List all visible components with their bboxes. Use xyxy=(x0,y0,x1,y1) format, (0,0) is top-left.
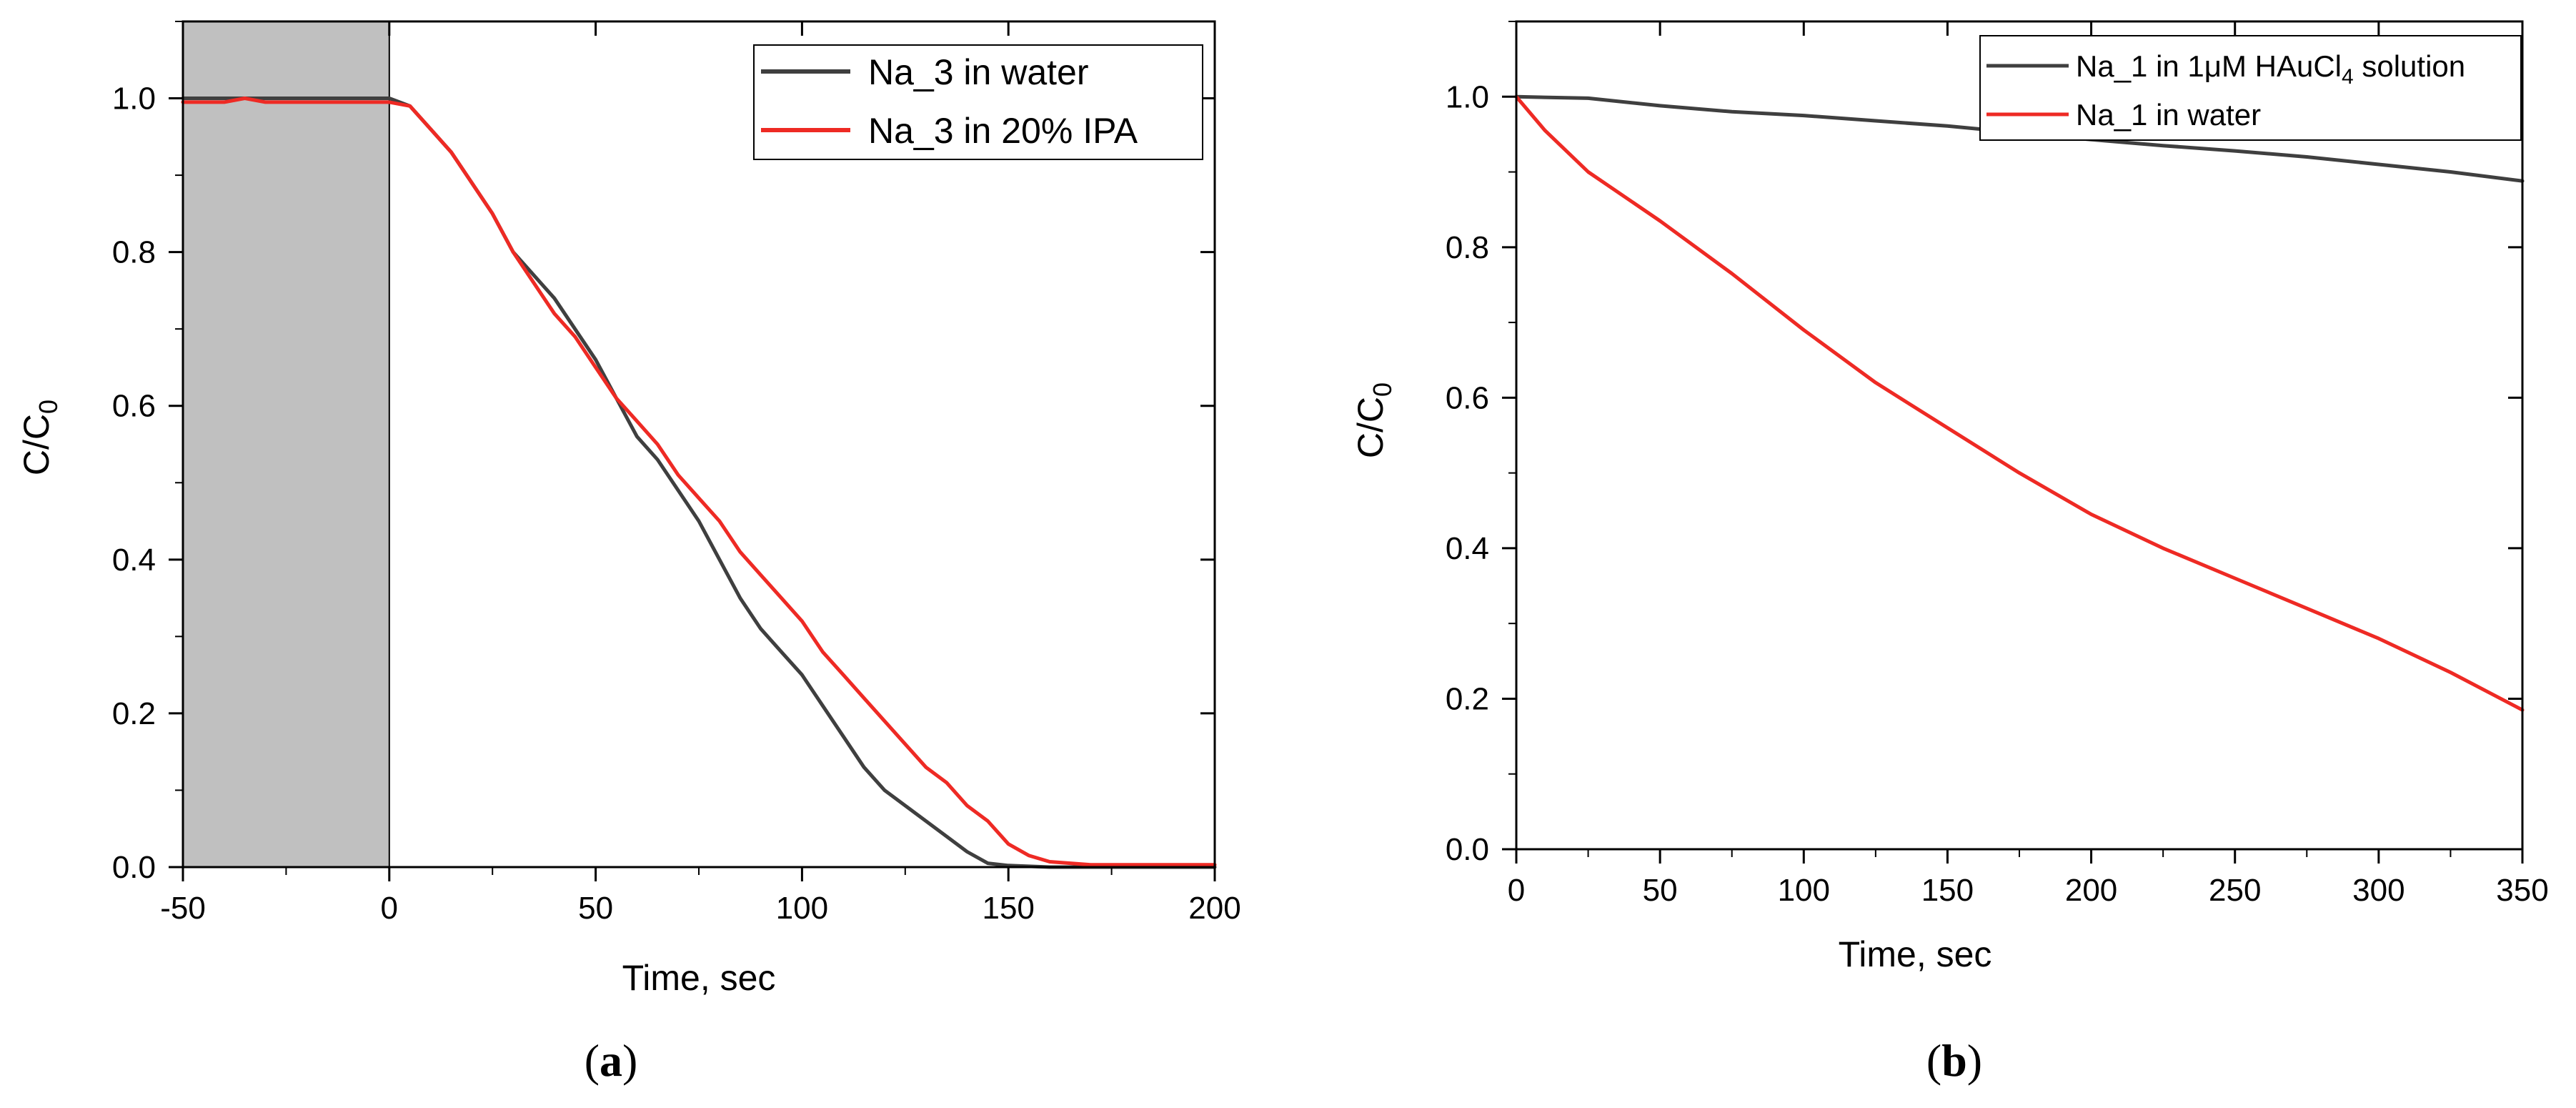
a-x-tick-label-2: 50 xyxy=(578,891,613,926)
b-x-tick-label-4: 200 xyxy=(2065,873,2117,908)
a-panel-label: (a) xyxy=(585,1035,638,1086)
a-y-tick-label-2: 0.4 xyxy=(112,543,156,578)
b-x-tick-label-0: 0 xyxy=(1508,873,1525,908)
b-x-tick-label-2: 100 xyxy=(1778,873,1830,908)
b-x-tick-label-1: 50 xyxy=(1643,873,1678,908)
a-ticks-group: -50 0 50 100 150 200 0.0 0.2 0.4 0.6 0.8 1.0 xyxy=(112,21,1241,926)
b-x-tick-label-6: 300 xyxy=(2352,873,2405,908)
a-legend-box xyxy=(753,44,1203,160)
b-y-tick-label-0: 0.0 xyxy=(1446,832,1489,867)
b-ticks-group: 0 50 100 150 200 250 300 350 0.0 0.2 0.4 0.6 0.8 1.0 xyxy=(1446,21,2549,908)
b-y-tick-label-1: 0.2 xyxy=(1446,681,1489,716)
panel-b: 0 50 100 150 200 250 300 3500.00.20.40.60.81.0 … xyxy=(1351,20,2549,1086)
b-y-tick-label-3: 0.6 xyxy=(1446,380,1489,415)
a-series-line-1 xyxy=(181,97,1217,867)
a-x-tick-label-3: 100 xyxy=(776,891,828,926)
a-y-tick-label-1: 0.2 xyxy=(112,696,156,731)
b-x-tick-label-3: 150 xyxy=(1921,873,1974,908)
a-y-tick-label-3: 0.6 xyxy=(112,389,156,424)
a-y-tick-label-4: 0.8 xyxy=(112,235,156,270)
b-y-axis-title: C/C0 xyxy=(1351,382,1397,458)
a-x-tick-label-4: 150 xyxy=(982,891,1034,926)
b-legend-box xyxy=(1979,35,2522,141)
b-x-tick-label-7: 350 xyxy=(2496,873,2548,908)
a-y-tick-label-0: 0.0 xyxy=(112,850,156,885)
b-series-line-1 xyxy=(1514,94,2525,712)
b-legend-label-water: Na_1 in water xyxy=(2076,98,2261,132)
a-y-tick-label-5: 1.0 xyxy=(112,81,156,117)
b-x-axis-title: Time, sec xyxy=(1839,934,1992,974)
a-x-tick-label-1: 0 xyxy=(381,891,398,926)
b-y-tick-label-2: 0.4 xyxy=(1446,531,1489,566)
b-x-tick-label-5: 250 xyxy=(2209,873,2261,908)
a-series-group xyxy=(181,97,1217,869)
a-y-axis-title: C/C0 xyxy=(16,400,63,475)
a-shaded-region xyxy=(183,21,389,867)
b-legend: Na_1 in 1μM HAuCl4 solution Na_1 in wate… xyxy=(1979,35,2522,141)
panel-a: -50 0 50 100 150 200 0.0 0.2 0.4 0.6 0.8 1.0 Na_3 i… xyxy=(16,20,1241,1086)
b-y-tick-label-5: 1.0 xyxy=(1446,79,1489,114)
b-panel-label: (b) xyxy=(1926,1035,1982,1086)
b-y-tick-label-4: 0.8 xyxy=(1446,230,1489,265)
a-x-axis-title: Time, sec xyxy=(622,958,776,998)
a-legend: Na_3 in water Na_3 in 20% IPA xyxy=(753,44,1203,160)
a-legend-label-ipa: Na_3 in 20% IPA xyxy=(868,111,1138,151)
b-legend-label-haucl4: Na_1 in 1μM HAuCl4 solution xyxy=(2076,49,2465,89)
a-x-tick-label-5: 200 xyxy=(1188,891,1240,926)
a-x-tick-label-0: -50 xyxy=(160,891,206,926)
a-legend-label-water: Na_3 in water xyxy=(868,52,1089,92)
